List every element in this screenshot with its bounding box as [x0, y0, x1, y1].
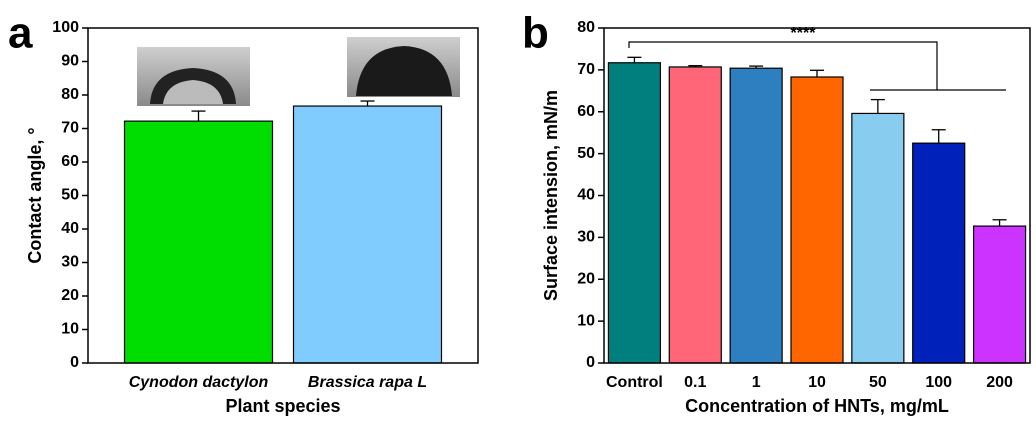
x-tick-label: 10: [808, 374, 826, 391]
y-tick-label: 70: [577, 61, 595, 78]
x-tick-label: Cynodon dactylon: [129, 374, 269, 391]
y-tick-label: 60: [61, 153, 79, 170]
bar: [607, 62, 662, 364]
y-tick-label: 60: [577, 103, 595, 120]
x-tick-label: 100: [925, 374, 952, 391]
bar: [668, 66, 722, 364]
x-tick-label: 0.1: [684, 374, 706, 391]
y-tick-label: 10: [61, 321, 79, 338]
y-tick-label: 20: [577, 270, 595, 287]
y-tick-label: 80: [577, 19, 595, 36]
y-tick-label: 90: [61, 53, 79, 70]
x-tick-label: 1: [752, 374, 761, 391]
y-tick-label: 20: [61, 287, 79, 304]
y-tick-label: 100: [52, 19, 79, 36]
y-tick-label: 30: [577, 229, 595, 246]
axes-frame: [87, 27, 479, 364]
x-tick-label: Brassica rapa L: [308, 374, 427, 391]
bar: [790, 76, 844, 364]
bar: [292, 105, 443, 364]
significance-bracket: [628, 41, 1006, 91]
y-axis-label: Contact angle, °: [25, 127, 45, 263]
x-axis-label: Plant species: [225, 396, 340, 416]
y-tick-label: 50: [61, 187, 79, 204]
y-tick-label: 0: [70, 354, 79, 371]
y-tick-label: 0: [586, 354, 595, 371]
y-tick-label: 30: [61, 254, 79, 271]
x-tick-label: Control: [606, 374, 663, 391]
bar: [123, 120, 274, 364]
axes-frame: [603, 27, 1031, 364]
droplet-image: [137, 47, 250, 106]
y-tick-label: 80: [61, 86, 79, 103]
y-tick-label: 40: [61, 220, 79, 237]
annotation: ****: [791, 25, 817, 42]
x-tick-label: 50: [869, 374, 887, 391]
x-tick-label: 200: [986, 374, 1013, 391]
y-axis-label: Surface intension, mN/m: [541, 90, 561, 301]
droplet-image: [347, 37, 460, 97]
y-tick-label: 10: [577, 312, 595, 329]
y-tick-label: 40: [577, 187, 595, 204]
y-tick-label: 50: [577, 145, 595, 162]
bar: [851, 112, 905, 364]
bar: [912, 142, 966, 364]
panel-label: a: [8, 9, 33, 58]
panel-label: b: [522, 9, 549, 58]
y-tick-label: 70: [61, 120, 79, 137]
bar: [729, 67, 783, 364]
x-axis-label: Concentration of HNTs, mg/mL: [685, 396, 949, 416]
bar: [972, 225, 1027, 364]
